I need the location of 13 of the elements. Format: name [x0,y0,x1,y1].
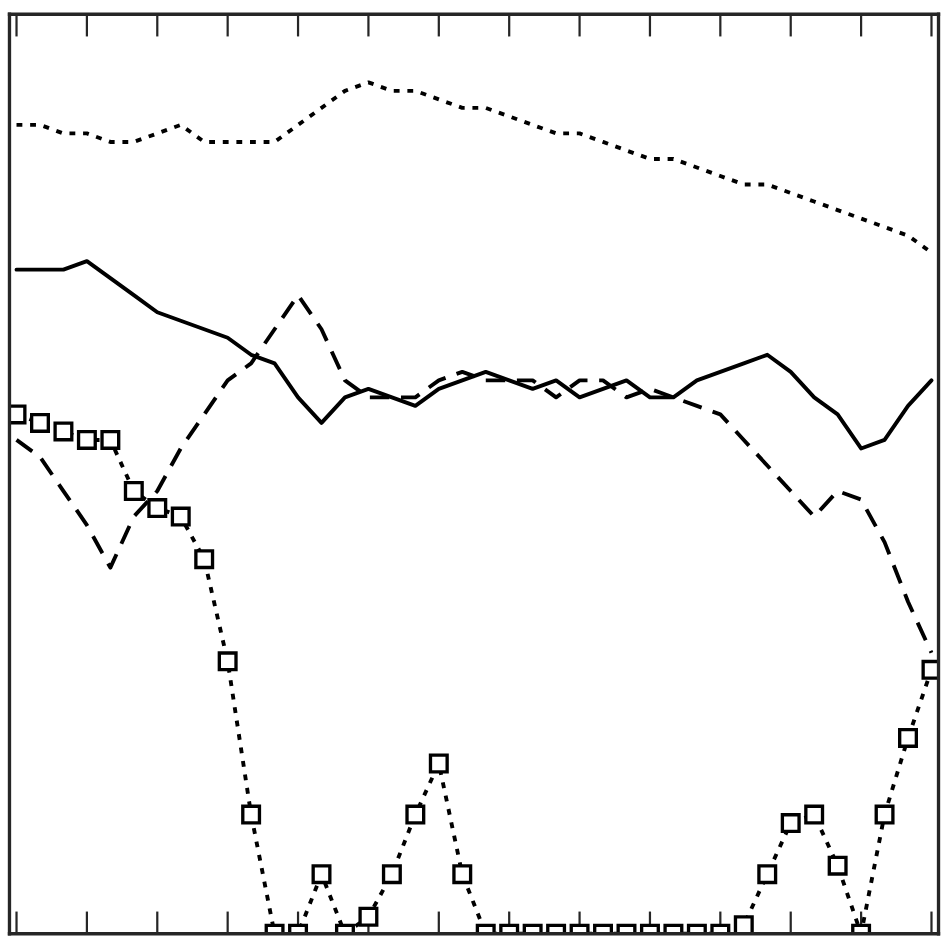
point [170,506,191,527]
point [194,549,215,570]
point [76,429,97,450]
point [53,421,74,442]
point [123,481,144,502]
point [428,753,449,774]
point [921,659,939,680]
point [147,498,168,519]
point [29,412,50,433]
point [100,429,121,450]
point [898,727,919,748]
point [9,404,27,425]
point [217,651,238,672]
